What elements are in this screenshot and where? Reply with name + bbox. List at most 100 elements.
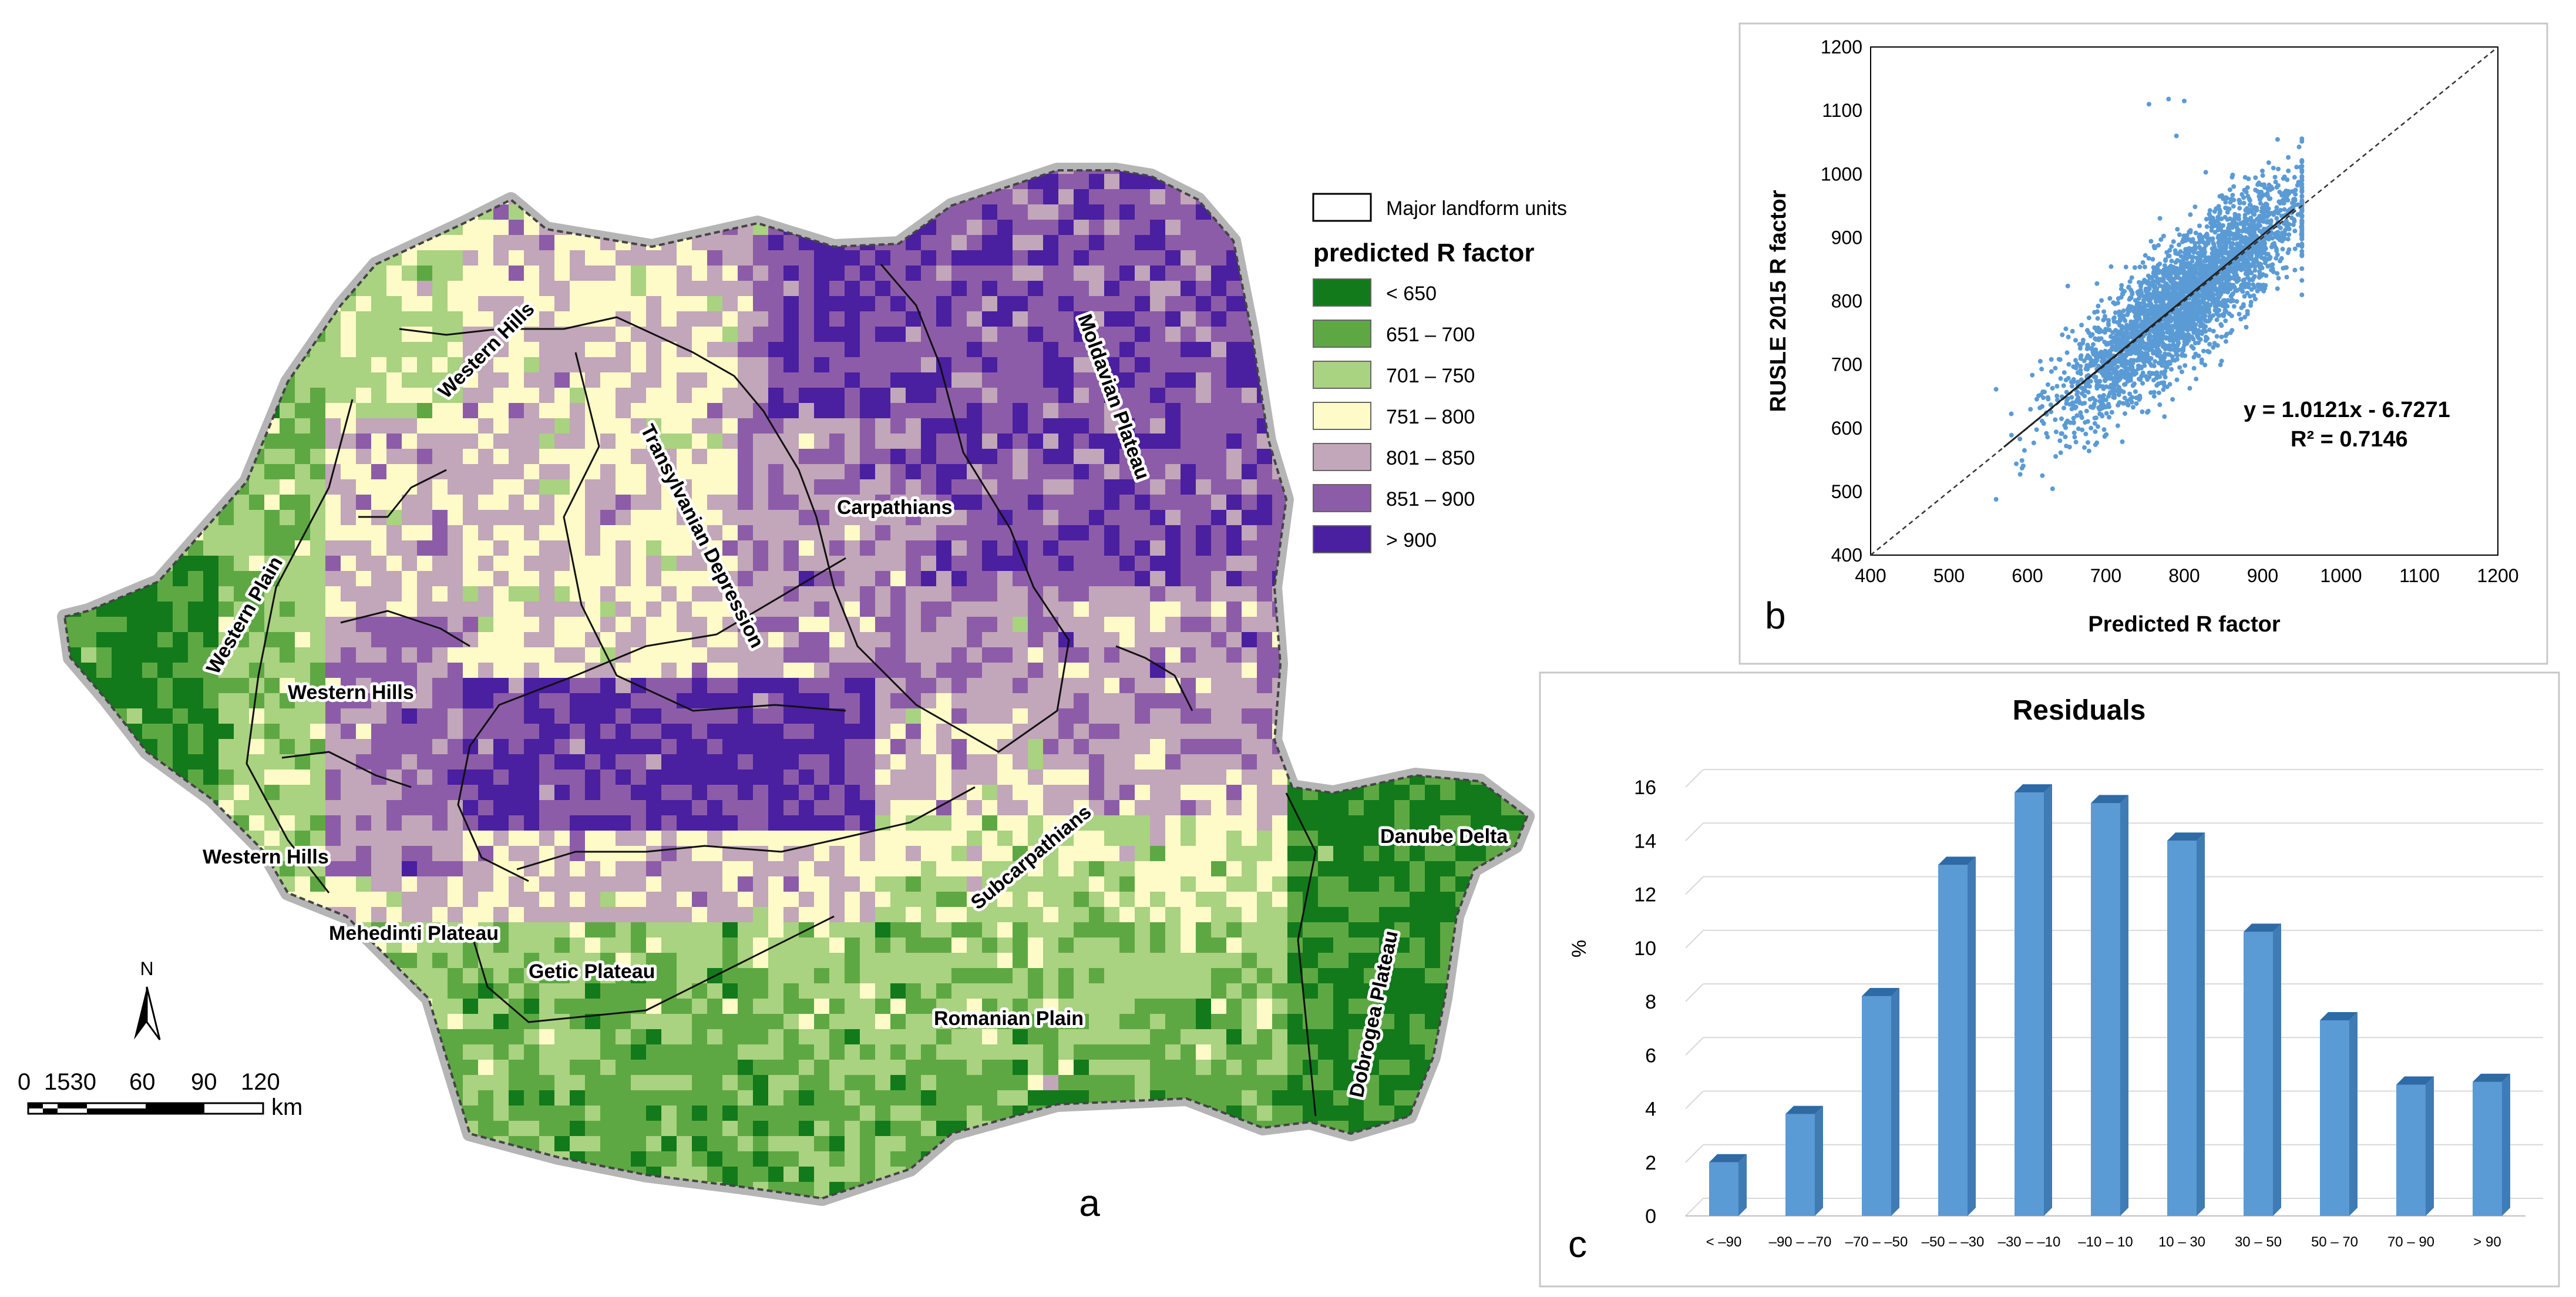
raster-cell (1043, 846, 1059, 862)
raster-cell (982, 876, 998, 892)
raster-cell (707, 663, 723, 678)
raster-cell (554, 785, 570, 801)
raster-cell (127, 170, 143, 174)
raster-cell (1303, 602, 1319, 617)
raster-cell (1089, 327, 1105, 342)
raster-cell (112, 449, 127, 465)
raster-cell (875, 327, 891, 342)
raster-cell (936, 586, 952, 602)
raster-cell (1058, 556, 1074, 572)
raster-cell (677, 678, 692, 694)
raster-cell (264, 708, 280, 724)
raster-cell (264, 281, 280, 297)
raster-cell (386, 708, 402, 724)
raster-cell (814, 281, 830, 297)
raster-cell (722, 770, 738, 785)
raster-cell (829, 311, 845, 327)
raster-cell (1074, 861, 1089, 877)
raster-cell (1516, 785, 1527, 801)
raster-cell (1455, 800, 1471, 816)
raster-cell (524, 586, 540, 602)
raster-cell (677, 510, 692, 526)
raster-cell (493, 647, 509, 663)
raster-cell (65, 296, 66, 312)
raster-cell (768, 556, 784, 572)
raster-cell (554, 617, 570, 633)
raster-cell (1410, 632, 1425, 648)
raster-cell (554, 174, 570, 190)
raster-cell (142, 174, 158, 190)
raster-cell (967, 800, 983, 816)
raster-cell (1181, 327, 1196, 342)
raster-cell (173, 464, 189, 480)
raster-cell (1486, 281, 1502, 297)
raster-cell (1119, 846, 1135, 862)
raster-cell (1104, 876, 1120, 892)
raster-cell (65, 724, 66, 740)
raster-cell (1211, 235, 1227, 251)
raster-cell (722, 510, 738, 526)
raster-cell (570, 250, 586, 266)
raster-cell (356, 663, 372, 678)
raster-cell (1486, 296, 1502, 312)
raster-cell (845, 785, 860, 801)
raster-cell (127, 800, 143, 816)
raster-cell (951, 479, 967, 495)
raster-cell (1455, 540, 1471, 556)
raster-cell (936, 647, 952, 663)
raster-cell (493, 281, 509, 297)
raster-cell (951, 907, 967, 923)
raster-cell (814, 861, 830, 877)
raster-cell (1135, 586, 1151, 602)
raster-cell (280, 342, 295, 358)
raster-cell (1028, 296, 1044, 312)
raster-cell (1303, 220, 1319, 236)
raster-cell (188, 434, 204, 449)
raster-cell (1318, 602, 1334, 617)
raster-cell (783, 831, 799, 846)
raster-cell (1333, 861, 1349, 877)
raster-cell (35, 922, 51, 938)
raster-cell (524, 174, 540, 190)
raster-cell (692, 434, 708, 449)
raster-cell (142, 372, 158, 388)
raster-cell (203, 647, 219, 663)
raster-cell (692, 449, 708, 465)
raster-cell (478, 449, 494, 465)
raster-cell (783, 708, 799, 724)
raster-cell (860, 357, 876, 373)
raster-cell (1471, 647, 1487, 663)
raster-cell (1516, 510, 1527, 526)
raster-cell (1058, 739, 1074, 755)
raster-cell (188, 296, 204, 312)
raster-cell (65, 892, 66, 908)
raster-cell (371, 418, 387, 434)
raster-cell (509, 296, 524, 312)
raster-cell (707, 739, 723, 755)
raster-cell (1257, 861, 1273, 877)
raster-cell (631, 663, 647, 678)
raster-cell (722, 876, 738, 892)
raster-cell (1333, 510, 1349, 526)
raster-cell (814, 846, 830, 862)
raster-cell (1104, 281, 1120, 297)
raster-cell (448, 693, 463, 709)
raster-cell (112, 540, 127, 556)
raster-cell (1165, 602, 1181, 617)
raster-cell (1272, 296, 1288, 312)
raster-cell (722, 892, 738, 908)
raster-cell (677, 525, 692, 541)
raster-cell (142, 464, 158, 480)
raster-cell (96, 174, 112, 190)
raster-cell (768, 342, 784, 358)
raster-cell (951, 617, 967, 633)
raster-cell (616, 449, 631, 465)
raster-cell (1043, 693, 1059, 709)
raster-cell (967, 815, 983, 831)
raster-cell (35, 220, 51, 236)
raster-cell (738, 892, 754, 908)
raster-cell (81, 586, 97, 602)
raster-cell (539, 418, 555, 434)
raster-cell (524, 510, 540, 526)
raster-cell (1226, 311, 1242, 327)
